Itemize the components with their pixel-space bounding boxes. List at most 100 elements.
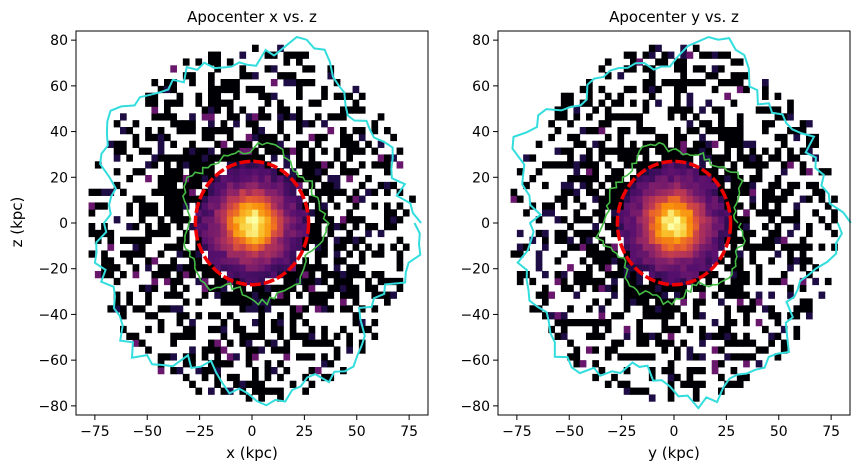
histogram-cell	[630, 353, 637, 361]
histogram-cell	[661, 271, 669, 279]
histogram-cell	[686, 92, 694, 100]
histogram-cell	[270, 243, 278, 251]
histogram-cell	[195, 147, 203, 155]
histogram-cell	[396, 250, 404, 258]
histogram-cell	[384, 188, 391, 196]
histogram-cell	[806, 312, 813, 320]
histogram-cell	[667, 312, 675, 320]
histogram-cell	[258, 181, 265, 190]
histogram-cell	[573, 243, 581, 251]
histogram-cell	[314, 250, 322, 258]
histogram-cell	[711, 85, 719, 94]
histogram-cell	[667, 161, 675, 169]
histogram-cell	[214, 99, 221, 107]
histogram-cell	[768, 216, 775, 224]
histogram-cell	[755, 271, 763, 279]
histogram-cell	[655, 291, 662, 299]
histogram-cell	[120, 271, 127, 279]
histogram-cell	[699, 284, 706, 292]
histogram-cell	[120, 325, 127, 334]
histogram-cell	[592, 127, 599, 135]
histogram-cell	[674, 325, 681, 334]
histogram-cell	[548, 209, 555, 217]
histogram-cell	[151, 161, 159, 169]
histogram-cell	[743, 181, 750, 190]
histogram-cell	[352, 243, 360, 251]
histogram-cell	[214, 291, 221, 299]
histogram-cell	[283, 58, 291, 66]
histogram-cell	[201, 264, 209, 272]
histogram-cell	[648, 223, 656, 231]
histogram-cell	[648, 181, 656, 190]
histogram-cell	[365, 243, 372, 251]
histogram-cell	[396, 202, 404, 210]
histogram-cell	[277, 346, 284, 354]
y-tick-label: −60	[460, 353, 490, 369]
histogram-cell	[220, 85, 228, 94]
histogram-cell	[661, 223, 669, 231]
histogram-cell	[542, 202, 549, 210]
histogram-cell	[749, 140, 757, 148]
histogram-cell	[151, 257, 159, 265]
histogram-cell	[245, 113, 253, 121]
histogram-cell	[718, 284, 725, 292]
histogram-cell	[655, 58, 662, 66]
histogram-cell	[604, 264, 612, 272]
histogram-cell	[667, 305, 675, 313]
histogram-cell	[189, 127, 196, 135]
histogram-cell	[655, 250, 662, 258]
histogram-cell	[711, 202, 719, 210]
histogram-cell	[132, 195, 140, 203]
histogram-cell	[812, 133, 819, 142]
histogram-cell	[157, 175, 165, 183]
x-tick-label: 0	[248, 424, 257, 440]
histogram-cell	[289, 79, 297, 87]
histogram-cell	[762, 195, 769, 203]
histogram-cell	[245, 154, 253, 162]
histogram-cell	[283, 271, 291, 279]
histogram-cell	[245, 332, 253, 340]
y-tick-label: 0	[59, 216, 68, 232]
histogram-cell	[226, 147, 234, 155]
histogram-cell	[636, 387, 643, 395]
histogram-cell	[182, 72, 190, 80]
histogram-cell	[586, 127, 593, 135]
histogram-cell	[214, 346, 221, 354]
histogram-cell	[107, 229, 115, 238]
histogram-cell	[302, 209, 309, 217]
histogram-cell	[157, 181, 165, 190]
histogram-cell	[189, 113, 196, 121]
histogram-cell	[120, 305, 127, 313]
histogram-cell	[686, 216, 694, 224]
histogram-cell	[699, 140, 706, 148]
histogram-cell	[233, 319, 240, 327]
histogram-cell	[642, 154, 650, 162]
histogram-cell	[245, 72, 253, 80]
histogram-cell	[314, 277, 322, 286]
histogram-cell	[258, 380, 265, 388]
histogram-cell	[302, 65, 309, 73]
panel-apocenter-x-vs-z: Apocenter x vs. z −75 −50 −25 0 25 50 75−80−60…	[8, 8, 429, 462]
histogram-cell	[718, 360, 725, 368]
histogram-cell	[711, 216, 719, 224]
histogram-cell	[699, 209, 706, 217]
histogram-cell	[567, 161, 574, 169]
histogram-cell	[340, 106, 347, 114]
histogram-cell	[296, 120, 303, 128]
histogram-cell	[296, 271, 303, 279]
histogram-cell	[762, 202, 769, 210]
histogram-cell	[245, 236, 253, 244]
histogram-cell	[270, 257, 278, 265]
histogram-cell	[743, 72, 750, 80]
histogram-cell	[164, 133, 171, 142]
histogram-cell	[567, 264, 574, 272]
histogram-cell	[598, 147, 606, 155]
histogram-cell	[567, 236, 574, 244]
histogram-cell	[245, 133, 253, 142]
histogram-cell	[390, 209, 397, 217]
histogram-cell	[535, 305, 543, 313]
histogram-cell	[258, 133, 265, 142]
histogram-cell	[346, 154, 353, 162]
histogram-cell	[358, 305, 366, 313]
histogram-cell	[195, 277, 203, 286]
